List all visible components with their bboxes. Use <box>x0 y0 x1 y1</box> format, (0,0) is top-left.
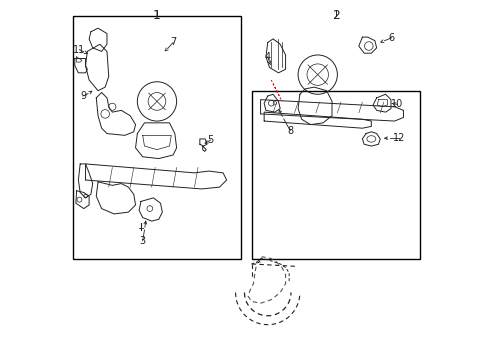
Text: 1: 1 <box>153 9 161 22</box>
Text: 11: 11 <box>73 45 85 55</box>
Bar <box>251 91 419 258</box>
Text: 12: 12 <box>392 133 404 143</box>
Text: 5: 5 <box>207 135 213 145</box>
Text: 10: 10 <box>390 99 403 109</box>
Text: 6: 6 <box>388 33 394 43</box>
Text: 7: 7 <box>170 37 176 48</box>
Bar <box>73 16 241 258</box>
Text: 9: 9 <box>80 91 86 101</box>
Text: 2: 2 <box>331 9 339 22</box>
Text: 3: 3 <box>140 236 145 246</box>
Text: 8: 8 <box>286 126 293 136</box>
Text: 4: 4 <box>264 52 270 62</box>
